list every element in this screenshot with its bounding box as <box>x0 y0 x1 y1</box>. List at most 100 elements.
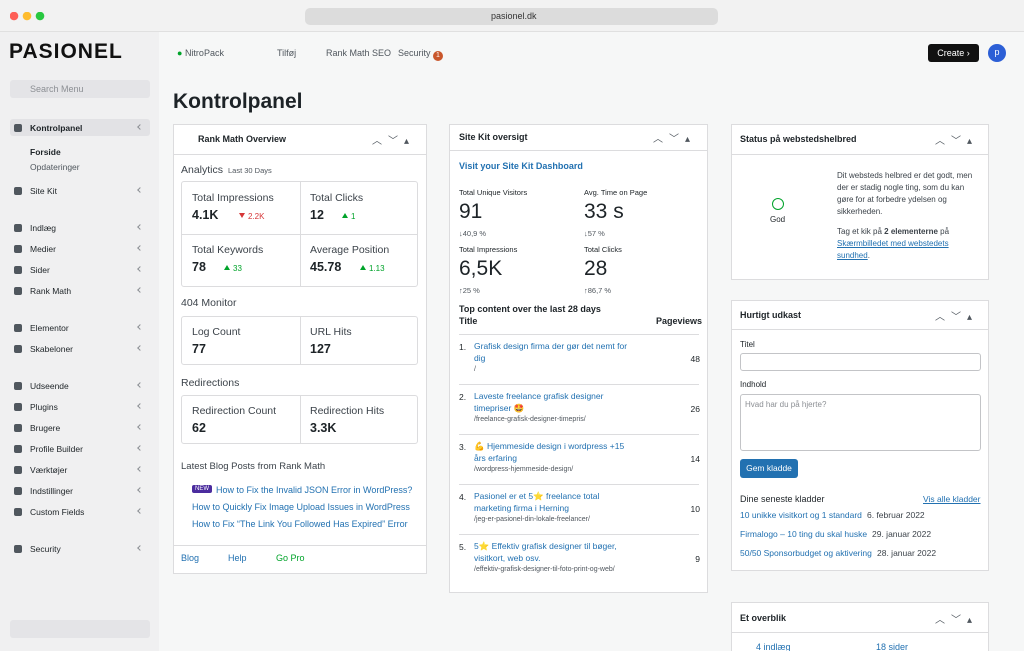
top-item[interactable]: ● NitroPack <box>177 48 224 58</box>
section-title: Top content over the last 28 days <box>459 304 601 314</box>
url: pasionel.dk <box>491 11 537 21</box>
stat-change: ↑25 % <box>459 286 480 295</box>
panel-title: Et overblik <box>740 613 787 623</box>
site-kit-link[interactable]: Visit your Site Kit Dashboard <box>459 161 583 171</box>
draft-link[interactable]: Firmalogo – 10 ting du skal huske <box>740 529 868 539</box>
panel-controls[interactable]: ︿﹀▴ <box>935 136 979 147</box>
health-link[interactable]: Skærmbilledet med webstedets sundhed <box>837 239 949 260</box>
menu-item[interactable]: Indlæg <box>30 223 56 233</box>
footer-link[interactable]: Go Pro <box>276 553 305 563</box>
top-item[interactable]: Rank Math SEO <box>326 48 392 58</box>
menu-item[interactable]: Sider <box>30 265 50 275</box>
menu-item[interactable]: Værktøjer <box>30 465 68 475</box>
menu-item[interactable]: Udseende <box>30 381 69 391</box>
row-divider <box>459 334 699 335</box>
menu-item[interactable]: Rank Math <box>30 286 72 296</box>
panel-controls[interactable]: ︿﹀▴ <box>372 136 416 147</box>
menu-item[interactable]: Indstillinger <box>30 486 73 496</box>
stat-label: Total Clicks <box>310 192 364 204</box>
status-label: God <box>770 215 786 224</box>
stat-change: 1.13 <box>369 264 385 273</box>
stat-label: Total Impressions <box>192 192 274 204</box>
avatar[interactable]: p <box>988 44 1006 62</box>
top-item[interactable]: Tilføj <box>277 48 297 58</box>
status-dot: ● <box>177 48 185 58</box>
stat-change: ↑86,7 % <box>584 286 612 295</box>
title-input[interactable] <box>740 353 981 371</box>
menu-icon <box>14 403 22 411</box>
create-button[interactable]: Create › <box>928 44 979 62</box>
stat-label: Total Impressions <box>459 245 518 254</box>
menu-item[interactable]: Custom Fields <box>30 507 85 517</box>
stats-box <box>181 181 418 287</box>
stat-value: 12 <box>310 208 324 222</box>
divider <box>174 545 426 546</box>
footer-link[interactable]: Blog <box>181 553 200 563</box>
menu-item[interactable]: Medier <box>30 244 56 254</box>
draft-link[interactable]: 50/50 Sponsorbudget og aktivering <box>740 548 872 558</box>
menu-icon <box>14 487 22 495</box>
blog-post-link[interactable]: How to Fix “The Link You Followed Has Ex… <box>192 519 408 529</box>
search-box[interactable] <box>10 80 150 98</box>
stat-value: 78 <box>192 260 206 274</box>
period: Last 30 Days <box>228 166 272 175</box>
field-label: Titel <box>740 340 755 349</box>
save-button[interactable]: Gem kladde <box>740 459 798 478</box>
row-path: /freelance-grafisk-designer-timepris/ <box>474 416 586 423</box>
text: 2 elementerne <box>884 227 938 236</box>
menu-item[interactable]: Site Kit <box>30 186 57 196</box>
stat-value: 28 <box>584 257 608 280</box>
menu-item[interactable]: Plugins <box>30 402 58 412</box>
submenu-item[interactable]: Opdateringer <box>30 162 80 172</box>
row-title[interactable]: Pasionel er et 5⭐ freelance total market… <box>474 491 600 513</box>
draft-date: 28. januar 2022 <box>877 548 937 558</box>
menu-icon <box>14 345 22 353</box>
row-number: 2. <box>459 392 467 402</box>
submenu-item[interactable]: Forside <box>30 147 61 157</box>
row-title[interactable]: Grafisk design firma der gør det nemt fo… <box>474 341 628 363</box>
menu-item[interactable]: Security <box>30 544 61 554</box>
row-title[interactable]: 💪 Hjemmeside design i wordpress +15 års … <box>474 441 625 463</box>
footer-link[interactable]: Help <box>228 553 247 563</box>
row-divider <box>459 384 699 385</box>
change-arrow <box>342 213 348 218</box>
menu-item[interactable]: Skabeloner <box>30 344 74 354</box>
section-title: 404 Monitor <box>181 297 237 309</box>
stat-change: ↓57 % <box>584 229 605 238</box>
menu-item[interactable]: Profile Builder <box>30 444 83 454</box>
stat-change: ↓40,9 % <box>459 229 487 238</box>
page-title: Kontrolpanel <box>173 90 303 113</box>
change-arrow <box>239 213 245 218</box>
blog-post-link[interactable]: How to Fix the Invalid JSON Error in Wor… <box>216 485 413 495</box>
collapse-bar[interactable] <box>10 620 150 638</box>
top-item[interactable]: Security <box>398 48 431 58</box>
blog-post-link[interactable]: How to Quickly Fix Image Upload Issues i… <box>192 502 410 512</box>
stat-label: Log Count <box>192 326 241 338</box>
draft-link[interactable]: 10 unikke visitkort og 1 standard <box>740 510 862 520</box>
row-views: 14 <box>690 454 700 464</box>
panel-controls[interactable]: ︿﹀▴ <box>653 134 697 145</box>
view-all-link[interactable]: Vis alle kladder <box>923 494 981 504</box>
row-title[interactable]: Laveste freelance grafisk designer timep… <box>474 391 604 413</box>
stat-value: 4.1K <box>192 208 219 222</box>
glance-item[interactable]: 18 sider <box>876 642 909 651</box>
stat-value: 3.3K <box>310 421 337 435</box>
glance-item[interactable]: 4 indlæg <box>756 642 791 651</box>
column-header: Title <box>459 316 478 326</box>
address-bar[interactable] <box>305 8 718 25</box>
divider <box>732 632 988 633</box>
logo[interactable]: PASIONEL <box>9 40 123 63</box>
recent-title: Dine seneste kladder <box>740 494 825 504</box>
row-title[interactable]: 5⭐ Effektiv grafisk designer til bøger, … <box>474 541 617 563</box>
menu-icon <box>14 187 22 195</box>
menu-item[interactable]: Kontrolpanel <box>30 123 83 133</box>
search-placeholder: Search Menu <box>30 84 84 94</box>
panel-controls[interactable]: ︿﹀▴ <box>935 615 979 626</box>
row-divider <box>459 534 699 535</box>
section-title: Analytics <box>181 164 224 176</box>
panel-controls[interactable]: ︿﹀▴ <box>935 312 979 323</box>
menu-item[interactable]: Elementor <box>30 323 69 333</box>
row-divider <box>459 484 699 485</box>
content-input[interactable] <box>740 394 981 451</box>
menu-item[interactable]: Brugere <box>30 423 61 433</box>
